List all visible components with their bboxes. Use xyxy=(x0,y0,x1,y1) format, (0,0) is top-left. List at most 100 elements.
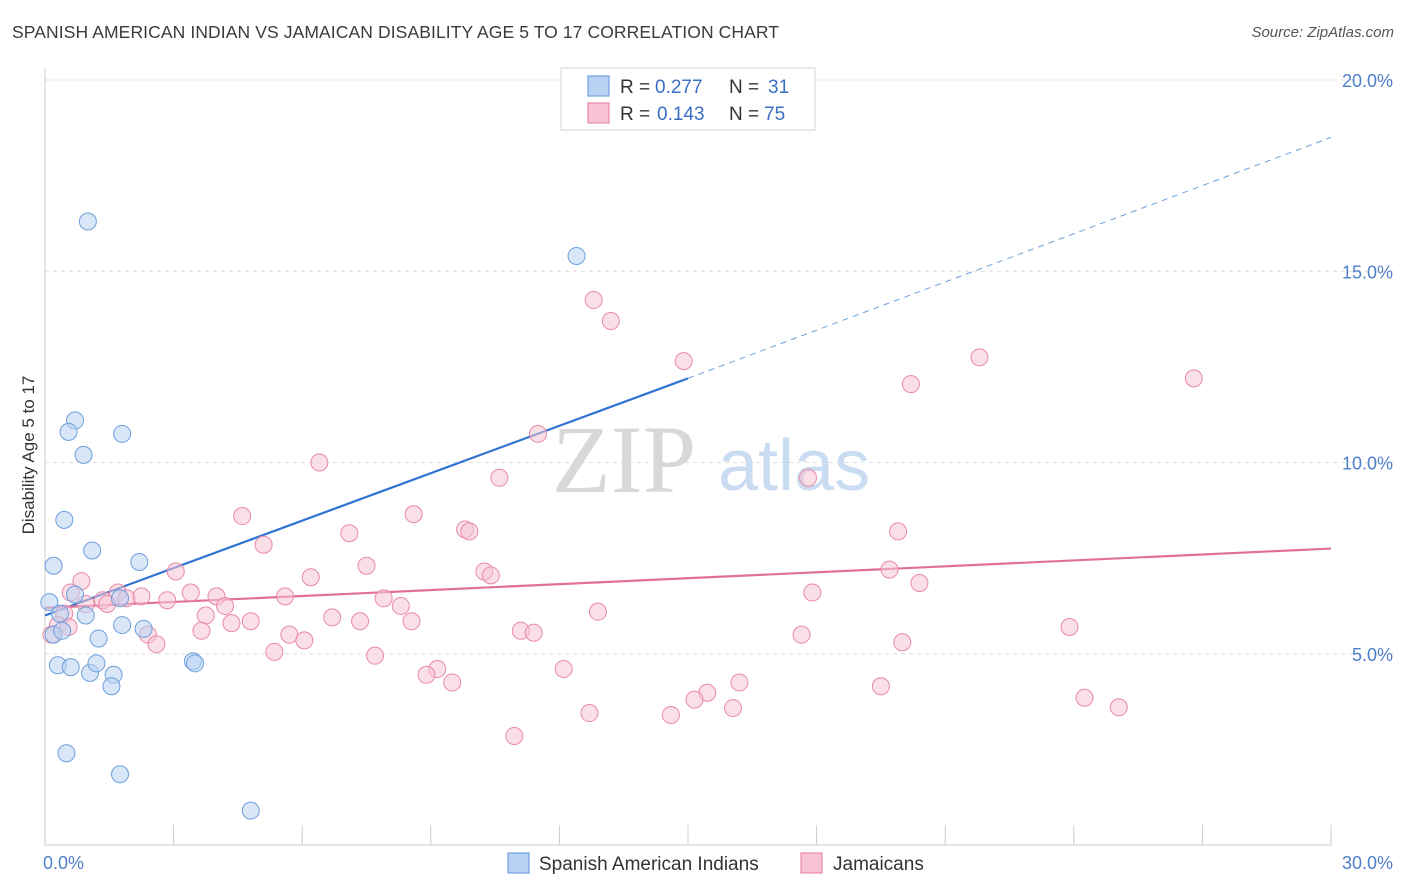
point-spanish-american-indians xyxy=(40,593,59,612)
point-spanish-american-indians xyxy=(53,621,72,640)
point-jamaicans xyxy=(147,635,166,654)
point-jamaicans xyxy=(366,646,385,665)
point-jamaicans xyxy=(803,583,822,602)
point-jamaicans xyxy=(166,562,185,581)
point-jamaicans xyxy=(1075,688,1094,707)
legend-swatch-spanish-american-indians xyxy=(587,75,610,97)
point-jamaicans xyxy=(443,673,462,692)
trend-extension-spanish-american-indians xyxy=(687,136,1332,379)
point-jamaicans xyxy=(357,556,376,575)
y-tick-label: 5.0% xyxy=(1352,645,1393,665)
point-jamaicans xyxy=(661,705,680,724)
point-jamaicans xyxy=(222,614,241,633)
point-jamaicans xyxy=(417,665,436,684)
legend-n-value-jamaicans: 75 xyxy=(764,104,785,125)
watermark-zip: ZIP xyxy=(552,406,696,513)
point-jamaicans xyxy=(340,524,359,543)
point-spanish-american-indians xyxy=(567,246,586,265)
x-tick-label: 30.0% xyxy=(1342,853,1393,873)
y-tick-label: 20.0% xyxy=(1342,71,1393,91)
point-jamaicans xyxy=(1109,698,1128,717)
point-spanish-american-indians xyxy=(55,510,74,529)
y-tick-label: 10.0% xyxy=(1342,454,1393,474)
point-jamaicans xyxy=(685,690,704,709)
point-jamaicans xyxy=(481,566,500,585)
point-jamaicans xyxy=(901,375,920,394)
bottom-legend-label-jamaicans: Jamaicans xyxy=(833,854,924,875)
point-jamaicans xyxy=(301,568,320,587)
point-spanish-american-indians xyxy=(113,616,132,635)
point-jamaicans xyxy=(216,596,235,615)
point-jamaicans xyxy=(880,560,899,579)
axes: 5.0% 10.0% 15.0% 20.0% 0.0% 30.0% xyxy=(43,68,1393,873)
watermark-atlas: atlas xyxy=(718,426,870,506)
bottom-legend-swatch-jamaicans xyxy=(800,852,823,874)
point-spanish-american-indians xyxy=(74,445,93,464)
bottom-legend: Spanish American Indians Jamaicans xyxy=(507,852,924,875)
point-spanish-american-indians xyxy=(134,619,153,638)
point-spanish-american-indians xyxy=(44,556,63,575)
point-jamaicans xyxy=(404,505,423,524)
point-jamaicans xyxy=(524,623,543,642)
point-spanish-american-indians xyxy=(241,801,260,820)
legend-n-label-jamaicans: N = xyxy=(729,104,759,125)
point-jamaicans xyxy=(588,602,607,621)
legend-r-value-spanish-american-indians: 0.277 xyxy=(655,77,703,98)
point-jamaicans xyxy=(584,290,603,309)
point-jamaicans xyxy=(391,596,410,615)
point-jamaicans xyxy=(280,625,299,644)
point-jamaicans xyxy=(1060,617,1079,636)
point-jamaicans xyxy=(192,621,211,640)
point-spanish-american-indians xyxy=(111,589,130,608)
point-jamaicans xyxy=(674,352,693,371)
point-jamaicans xyxy=(528,424,547,443)
trend-line-spanish-american-indians xyxy=(44,377,689,617)
data-points xyxy=(40,212,1203,820)
point-jamaicans xyxy=(310,453,329,472)
point-spanish-american-indians xyxy=(76,606,95,625)
trend-lines xyxy=(44,136,1332,617)
point-jamaicans xyxy=(724,699,743,718)
point-spanish-american-indians xyxy=(113,424,132,443)
point-jamaicans xyxy=(241,612,260,631)
point-jamaicans xyxy=(233,507,252,526)
legend-swatch-jamaicans xyxy=(587,102,610,124)
point-jamaicans xyxy=(132,587,151,606)
point-jamaicans xyxy=(601,311,620,330)
point-jamaicans xyxy=(323,608,342,627)
point-jamaicans xyxy=(254,535,273,554)
point-jamaicans xyxy=(554,660,573,679)
point-jamaicans xyxy=(490,468,509,487)
point-jamaicans xyxy=(351,612,370,631)
bottom-legend-label-spanish-american-indians: Spanish American Indians xyxy=(539,854,759,875)
point-jamaicans xyxy=(402,612,421,631)
bottom-legend-swatch-spanish-american-indians xyxy=(507,852,530,874)
trend-line-jamaicans xyxy=(44,547,1332,609)
point-spanish-american-indians xyxy=(61,658,80,677)
legend-n-value-spanish-american-indians: 31 xyxy=(768,77,789,98)
point-jamaicans xyxy=(792,625,811,644)
legend: R = 0.277 N = 31 R = 0.143 N = 75 xyxy=(560,67,816,131)
point-jamaicans xyxy=(580,704,599,723)
point-jamaicans xyxy=(181,583,200,602)
point-jamaicans xyxy=(799,468,818,487)
point-spanish-american-indians xyxy=(102,677,121,696)
point-jamaicans xyxy=(374,589,393,608)
legend-r-label-jamaicans: R = xyxy=(620,104,650,125)
y-axis-label-group: Disability Age 5 to 17 xyxy=(19,376,38,535)
point-jamaicans xyxy=(730,673,749,692)
point-spanish-american-indians xyxy=(83,541,102,560)
point-spanish-american-indians xyxy=(78,212,97,231)
point-spanish-american-indians xyxy=(51,604,70,623)
point-jamaicans xyxy=(505,726,524,745)
legend-r-value-jamaicans: 0.143 xyxy=(657,104,705,125)
point-spanish-american-indians xyxy=(87,654,106,673)
point-jamaicans xyxy=(158,591,177,610)
point-jamaicans xyxy=(276,587,295,606)
y-axis-label: Disability Age 5 to 17 xyxy=(19,376,38,535)
point-jamaicans xyxy=(1184,369,1203,388)
point-spanish-american-indians xyxy=(89,629,108,648)
point-jamaicans xyxy=(893,633,912,652)
point-spanish-american-indians xyxy=(57,744,76,763)
point-jamaicans xyxy=(196,606,215,625)
